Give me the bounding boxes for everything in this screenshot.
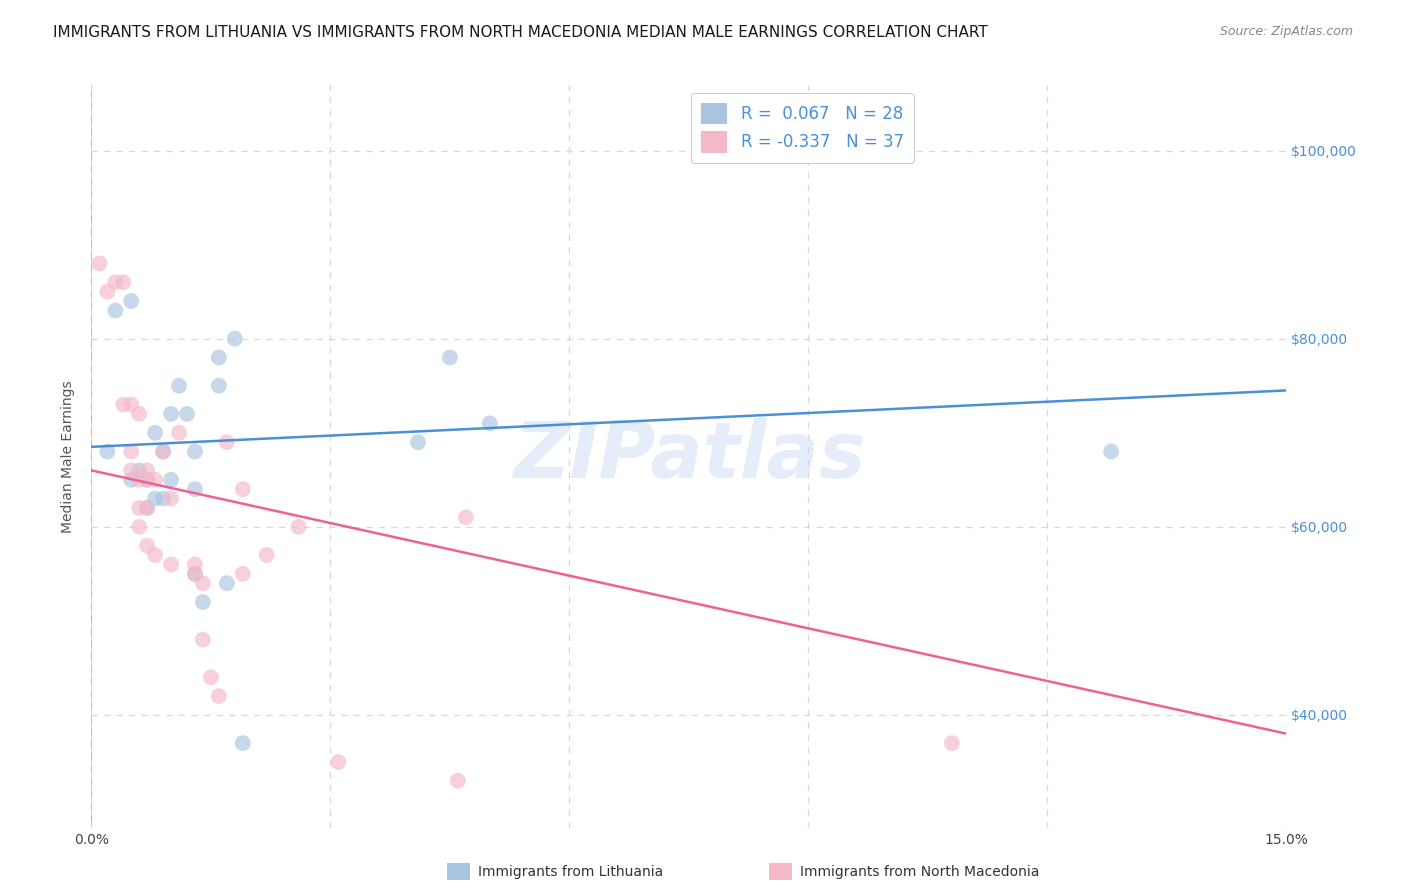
- Point: [112, 275, 135, 289]
- Point: [89, 256, 111, 270]
- Point: [208, 378, 231, 392]
- Point: [184, 558, 207, 572]
- Point: [143, 548, 166, 562]
- Text: ZIPatlas: ZIPatlas: [513, 418, 865, 494]
- Point: [152, 491, 174, 506]
- Text: IMMIGRANTS FROM LITHUANIA VS IMMIGRANTS FROM NORTH MACEDONIA MEDIAN MALE EARNING: IMMIGRANTS FROM LITHUANIA VS IMMIGRANTS …: [53, 25, 988, 40]
- Point: [215, 576, 238, 591]
- Point: [439, 351, 461, 365]
- Point: [128, 407, 150, 421]
- Point: [96, 285, 118, 299]
- Point: [152, 444, 174, 458]
- Point: [232, 566, 254, 581]
- Point: [176, 407, 198, 421]
- Point: [104, 303, 127, 318]
- Y-axis label: Median Male Earnings: Median Male Earnings: [62, 380, 76, 533]
- Point: [136, 473, 159, 487]
- Point: [454, 510, 477, 524]
- Point: [136, 500, 159, 515]
- Point: [191, 595, 214, 609]
- Point: [184, 566, 207, 581]
- Point: [160, 407, 183, 421]
- Point: [328, 755, 350, 769]
- Point: [184, 444, 207, 458]
- Point: [152, 444, 174, 458]
- Point: [478, 417, 501, 431]
- Point: [136, 463, 159, 477]
- Text: Immigrants from Lithuania: Immigrants from Lithuania: [478, 865, 664, 880]
- Point: [120, 398, 142, 412]
- Point: [143, 491, 166, 506]
- Point: [143, 473, 166, 487]
- Point: [941, 736, 963, 750]
- Point: [120, 294, 142, 309]
- Point: [128, 520, 150, 534]
- Point: [136, 539, 159, 553]
- Point: [104, 275, 127, 289]
- Point: [184, 566, 207, 581]
- Point: [128, 473, 150, 487]
- Point: [256, 548, 278, 562]
- Point: [200, 670, 222, 684]
- Point: [215, 435, 238, 450]
- Point: [167, 425, 190, 440]
- Point: [136, 473, 159, 487]
- Point: [143, 425, 166, 440]
- Text: Immigrants from North Macedonia: Immigrants from North Macedonia: [800, 865, 1039, 880]
- Point: [191, 632, 214, 647]
- Point: [136, 500, 159, 515]
- Point: [160, 558, 183, 572]
- Point: [128, 463, 150, 477]
- Point: [160, 491, 183, 506]
- Point: [232, 736, 254, 750]
- Point: [1099, 444, 1122, 458]
- Point: [232, 482, 254, 496]
- Point: [191, 576, 214, 591]
- Point: [112, 398, 135, 412]
- Point: [287, 520, 309, 534]
- Point: [96, 444, 118, 458]
- Point: [160, 473, 183, 487]
- Point: [184, 482, 207, 496]
- Point: [406, 435, 429, 450]
- Point: [208, 689, 231, 703]
- Legend: R =  0.067   N = 28, R = -0.337   N = 37: R = 0.067 N = 28, R = -0.337 N = 37: [690, 93, 914, 162]
- Point: [120, 463, 142, 477]
- Point: [120, 473, 142, 487]
- Text: Source: ZipAtlas.com: Source: ZipAtlas.com: [1219, 25, 1353, 38]
- Point: [167, 378, 190, 392]
- Point: [224, 332, 246, 346]
- Point: [447, 773, 470, 788]
- Point: [128, 500, 150, 515]
- Point: [120, 444, 142, 458]
- Point: [208, 351, 231, 365]
